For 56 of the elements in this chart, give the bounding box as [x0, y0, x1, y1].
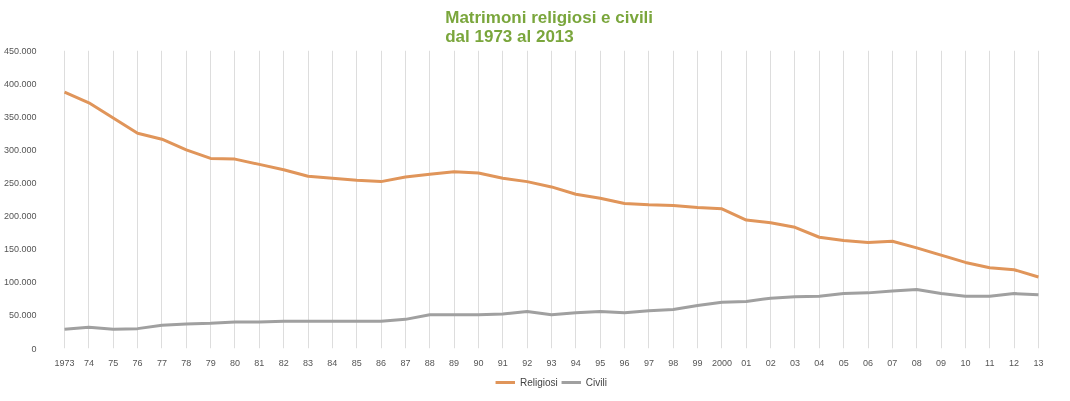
- x-tick-label: 88: [424, 357, 435, 368]
- y-tick-label: 200.000: [3, 211, 37, 222]
- x-tick-label: 01: [741, 357, 752, 368]
- x-tick-label: 83: [303, 357, 314, 368]
- x-tick-label: 02: [765, 357, 776, 368]
- x-tick-label: 05: [838, 357, 849, 368]
- x-tick-label: 2000: [711, 357, 732, 368]
- line-series: [63, 90, 1040, 279]
- x-tick-label: 08: [911, 357, 922, 368]
- x-tick-label: 85: [351, 357, 362, 368]
- y-tick-label: 450.000: [3, 45, 37, 56]
- line-series: [63, 288, 1040, 331]
- x-tick-label: 96: [619, 357, 630, 368]
- x-tick-label: 79: [205, 357, 216, 368]
- x-tick-label: 03: [789, 357, 800, 368]
- x-tick-label: 86: [376, 357, 387, 368]
- y-tick-label: 300.000: [3, 144, 37, 155]
- x-tick-label: 82: [278, 357, 289, 368]
- y-tick-label: 400.000: [3, 78, 37, 89]
- x-tick-label: 87: [400, 357, 411, 368]
- x-tick-label: 09: [936, 357, 947, 368]
- x-tick-label: 12: [1009, 357, 1020, 368]
- x-tick-label: 93: [546, 357, 557, 368]
- y-tick-label: 0: [31, 343, 37, 354]
- x-tick-label: 76: [132, 357, 143, 368]
- y-tick-label: 350.000: [3, 111, 37, 122]
- x-tick-label: 1973: [54, 357, 75, 368]
- x-tick-label: 10: [960, 357, 971, 368]
- x-tick-label: 95: [595, 357, 606, 368]
- x-tick-label: 11: [985, 357, 995, 368]
- legend-label: Civili: [585, 376, 607, 388]
- x-tick-label: 84: [327, 357, 338, 368]
- x-tick-label: 75: [108, 357, 119, 368]
- x-tick-label: 04: [814, 357, 825, 368]
- x-tick-label: 90: [473, 357, 484, 368]
- x-tick-label: 97: [643, 357, 654, 368]
- y-tick-label: 100.000: [3, 277, 37, 288]
- x-tick-label: 80: [229, 357, 240, 368]
- x-tick-label: 06: [863, 357, 874, 368]
- x-tick-label: 92: [522, 357, 533, 368]
- y-tick-label: 50.000: [8, 310, 37, 321]
- x-tick-label: 74: [83, 357, 94, 368]
- x-tick-label: 81: [254, 357, 265, 368]
- x-tick-label: 91: [497, 357, 508, 368]
- chart-title: Matrimoni religiosi e civili dal 1973 al 2013: [445, 7, 654, 46]
- x-tick-label: 98: [668, 357, 679, 368]
- x-tick-label: 94: [570, 357, 581, 368]
- y-tick-label: 150.000: [3, 244, 37, 255]
- x-tick-label: 13: [1033, 357, 1044, 368]
- x-tick-label: 89: [449, 357, 460, 368]
- x-tick-label: 07: [887, 357, 898, 368]
- x-tick-label: 78: [181, 357, 192, 368]
- legend-label: Religiosi: [520, 376, 558, 388]
- x-tick-label: 99: [692, 357, 703, 368]
- y-tick-label: 250.000: [3, 177, 37, 188]
- x-tick-label: 77: [156, 357, 167, 368]
